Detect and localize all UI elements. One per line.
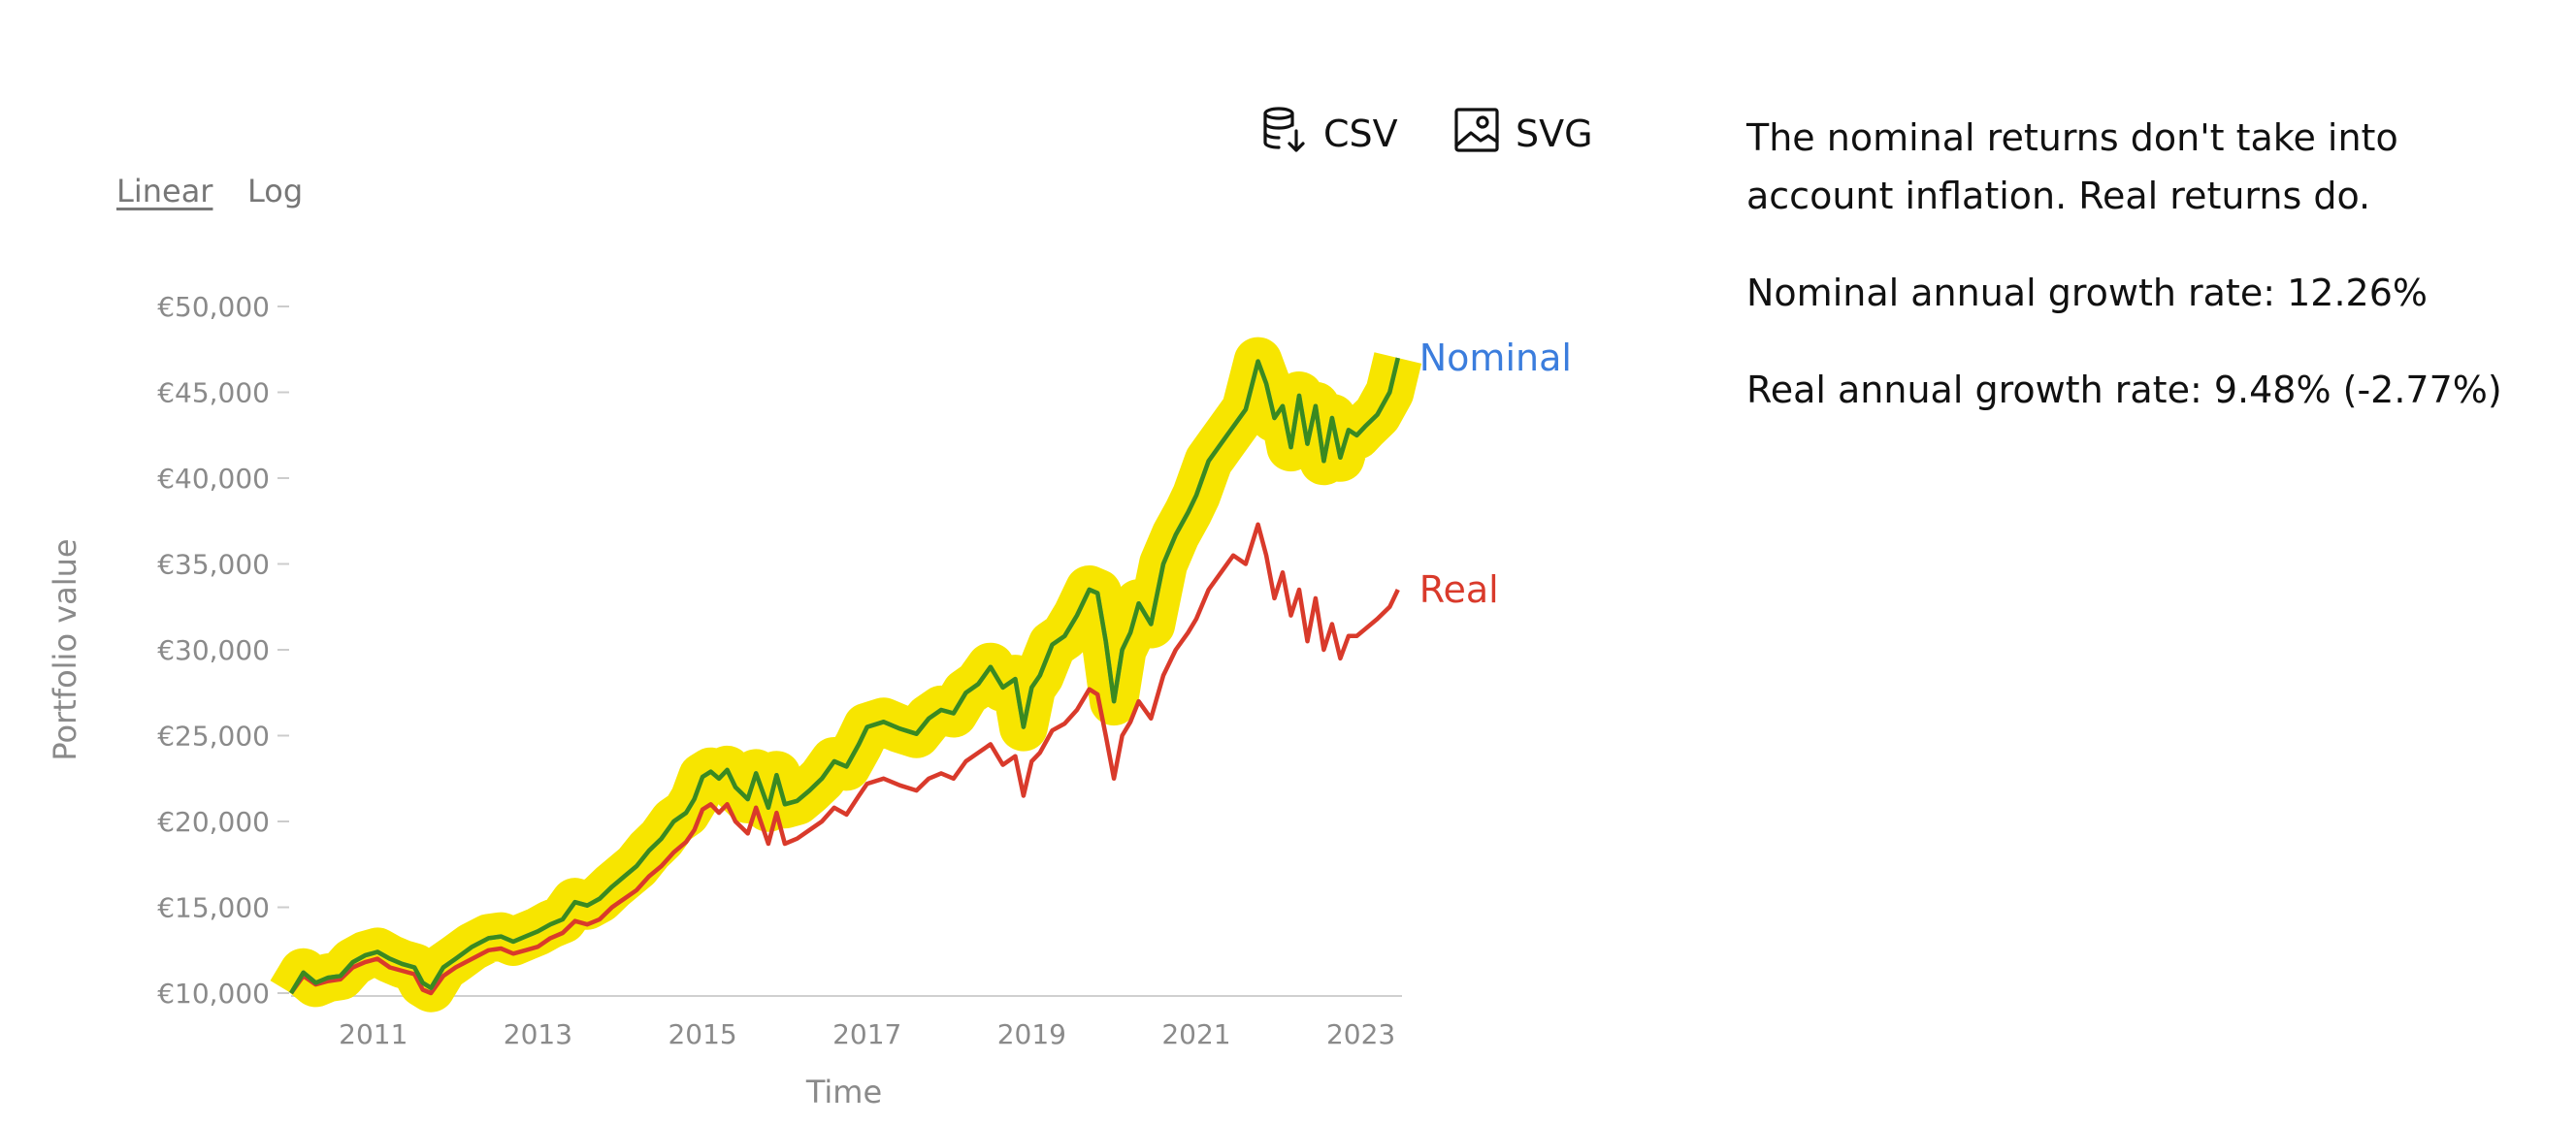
chart-area: CSV SVG Linear Log €10,000 €15,000 €20,000… [47, 105, 1593, 1110]
log-scale-toggle[interactable]: Log [247, 173, 304, 209]
series-label-nominal: Nominal [1419, 337, 1572, 379]
x-tick-label: 2015 [668, 1018, 736, 1050]
real-growth-rate: Real annual growth rate: 9.48% (-2.77%) [1746, 369, 2502, 411]
series-layer: Nominal Real [270, 337, 1572, 1012]
y-tick-label: €25,000 [157, 721, 270, 753]
y-tick-label: €35,000 [157, 549, 270, 581]
series-label-real: Real [1419, 568, 1499, 611]
y-axis-title: Portfolio value [47, 538, 83, 760]
x-tick-label: 2019 [997, 1018, 1066, 1050]
nominal-overlay-line [289, 357, 1400, 995]
y-tick-label: €40,000 [157, 463, 270, 495]
csv-download-button[interactable]: CSV [1261, 105, 1398, 163]
info-panel: The nominal returns don't take into acco… [1746, 109, 2542, 458]
nominal-highlight-band [270, 337, 1422, 1012]
image-icon [1453, 107, 1516, 162]
csv-button-label: CSV [1323, 112, 1398, 155]
line-chart: €10,000 €15,000 €20,000 €25,000 €30,000 €35,0… [47, 291, 1572, 1110]
y-axis: €10,000 €15,000 €20,000 €25,000 €30,000 €35,0… [157, 291, 289, 1010]
svg-button-label: SVG [1516, 112, 1593, 155]
x-tick-label: 2023 [1326, 1018, 1395, 1050]
returns-description: The nominal returns don't take into acco… [1746, 116, 2398, 217]
x-tick-label: 2021 [1161, 1018, 1230, 1050]
linear-scale-toggle[interactable]: Linear [116, 173, 213, 209]
y-tick-label: €30,000 [157, 634, 270, 666]
y-tick-label: €10,000 [157, 978, 270, 1010]
series-line-real [289, 522, 1400, 996]
svg-download-button[interactable]: SVG [1453, 105, 1593, 163]
x-axis: 2011 2013 2015 2017 2019 2021 2023 [291, 995, 1402, 1050]
x-tick-label: 2011 [339, 1018, 408, 1050]
x-tick-label: 2013 [504, 1018, 572, 1050]
y-tick-label: €15,000 [157, 892, 270, 924]
database-download-icon [1261, 106, 1323, 163]
y-tick-label: €20,000 [157, 806, 270, 838]
x-axis-title: Time [805, 1074, 882, 1110]
x-tick-label: 2017 [832, 1018, 901, 1050]
y-tick-label: €50,000 [157, 291, 270, 323]
y-tick-label: €45,000 [157, 377, 270, 409]
nominal-growth-rate: Nominal annual growth rate: 12.26% [1746, 272, 2428, 314]
